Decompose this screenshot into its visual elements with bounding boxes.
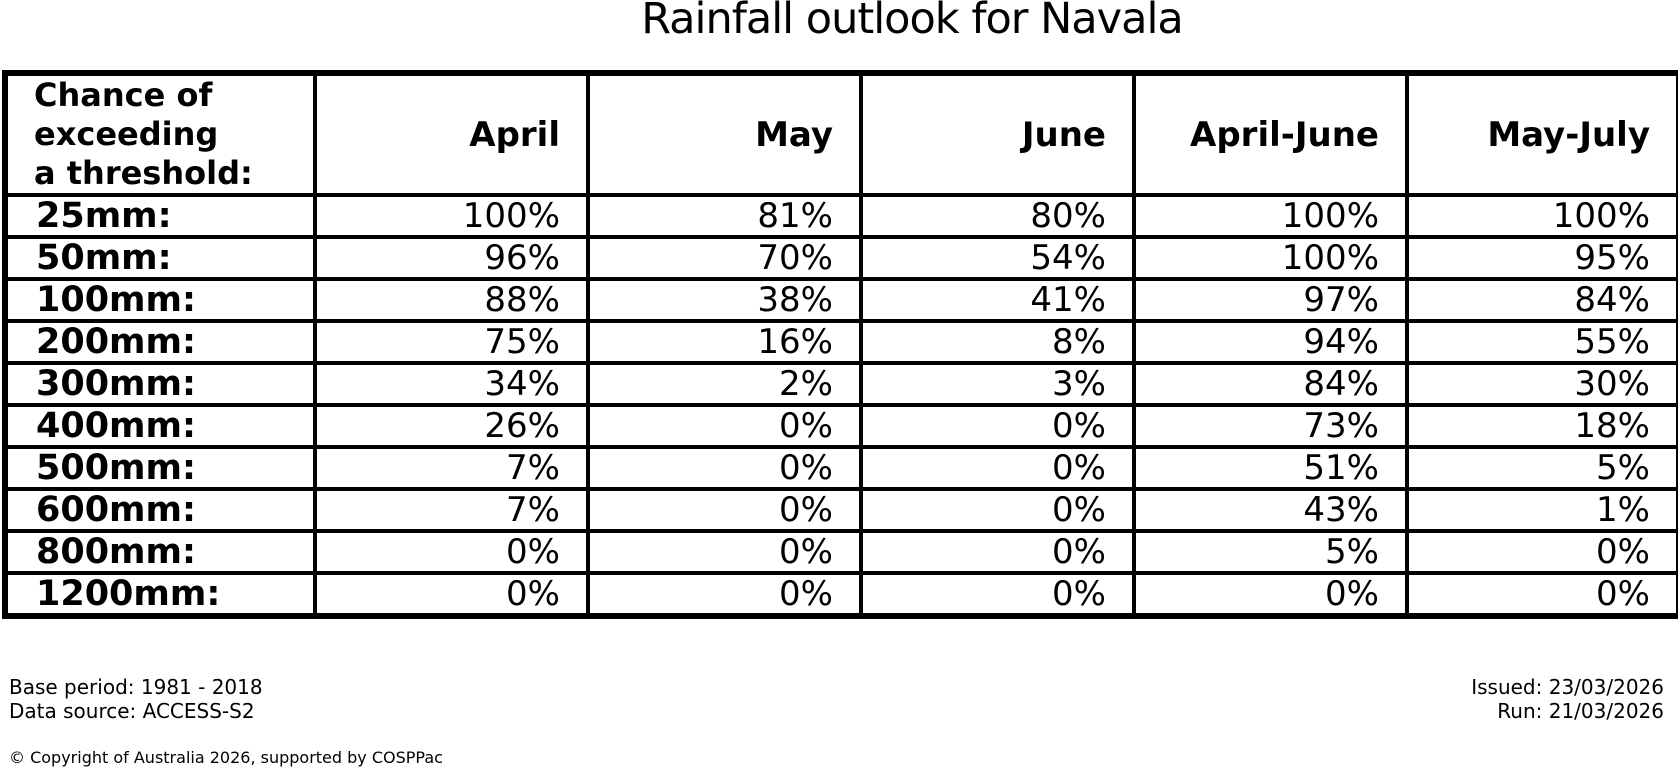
threshold-label: 300mm:	[3, 361, 317, 407]
table-row: 300mm: 34% 2% 3% 84% 30%	[3, 361, 1678, 407]
column-header-april-june: April-June	[1132, 71, 1409, 197]
probability-value: 75%	[313, 319, 590, 365]
probability-value: 81%	[586, 193, 863, 239]
probability-value: 0%	[859, 445, 1136, 491]
probability-value: 0%	[859, 571, 1136, 618]
probability-value: 16%	[586, 319, 863, 365]
footer-left: Base period: 1981 - 2018 Data source: AC…	[9, 675, 263, 723]
corner-header: Chance of exceeding a threshold:	[3, 71, 317, 197]
probability-value: 0%	[859, 487, 1136, 533]
column-header-april: April	[313, 71, 590, 197]
threshold-label: 50mm:	[3, 235, 317, 281]
probability-value: 7%	[313, 445, 590, 491]
probability-value: 100%	[1405, 193, 1678, 239]
threshold-label: 400mm:	[3, 403, 317, 449]
threshold-label: 1200mm:	[3, 571, 317, 618]
probability-value: 7%	[313, 487, 590, 533]
probability-value: 0%	[586, 529, 863, 575]
threshold-label: 200mm:	[3, 319, 317, 365]
threshold-label: 25mm:	[3, 193, 317, 239]
probability-value: 0%	[586, 571, 863, 618]
probability-value: 51%	[1132, 445, 1409, 491]
table-row: 50mm: 96% 70% 54% 100% 95%	[3, 235, 1678, 281]
probability-value: 70%	[586, 235, 863, 281]
probability-value: 80%	[859, 193, 1136, 239]
rainfall-probability-table: Chance of exceeding a threshold: April Ma…	[2, 70, 1678, 619]
probability-value: 0%	[1405, 571, 1678, 618]
probability-value: 100%	[1132, 193, 1409, 239]
probability-value: 96%	[313, 235, 590, 281]
copyright-text: © Copyright of Australia 2026, supported…	[9, 748, 443, 767]
probability-value: 54%	[859, 235, 1136, 281]
column-header-may: May	[586, 71, 863, 197]
threshold-label: 500mm:	[3, 445, 317, 491]
data-source-text: Data source: ACCESS-S2	[9, 699, 255, 723]
base-period-text: Base period: 1981 - 2018	[9, 675, 263, 699]
column-header-june: June	[859, 71, 1136, 197]
probability-value: 88%	[313, 277, 590, 323]
probability-value: 0%	[586, 403, 863, 449]
header-row: Chance of exceeding a threshold: April Ma…	[3, 71, 1678, 197]
probability-value: 95%	[1405, 235, 1678, 281]
probability-value: 38%	[586, 277, 863, 323]
probability-value: 84%	[1405, 277, 1678, 323]
probability-value: 100%	[313, 193, 590, 239]
probability-value: 0%	[313, 571, 590, 618]
table-row: 100mm: 88% 38% 41% 97% 84%	[3, 277, 1678, 323]
table-row: 400mm: 26% 0% 0% 73% 18%	[3, 403, 1678, 449]
run-date-text: Run: 21/03/2026	[1497, 699, 1664, 723]
table-row: 500mm: 7% 0% 0% 51% 5%	[3, 445, 1678, 491]
page-title: Rainfall outlook for Navala	[641, 0, 1184, 44]
probability-value: 100%	[1132, 235, 1409, 281]
probability-value: 18%	[1405, 403, 1678, 449]
probability-value: 30%	[1405, 361, 1678, 407]
probability-value: 0%	[586, 487, 863, 533]
table-body: 25mm: 100% 81% 80% 100% 100% 50mm: 96% 70% 54% 100…	[3, 193, 1678, 618]
probability-value: 0%	[859, 529, 1136, 575]
probability-value: 2%	[586, 361, 863, 407]
probability-value: 26%	[313, 403, 590, 449]
issued-date-text: Issued: 23/03/2026	[1471, 675, 1664, 699]
probability-value: 0%	[1405, 529, 1678, 575]
probability-value: 34%	[313, 361, 590, 407]
probability-value: 3%	[859, 361, 1136, 407]
probability-value: 5%	[1405, 445, 1678, 491]
table-row: 200mm: 75% 16% 8% 94% 55%	[3, 319, 1678, 365]
probability-value: 0%	[1132, 571, 1409, 618]
table-row: 25mm: 100% 81% 80% 100% 100%	[3, 193, 1678, 239]
probability-value: 97%	[1132, 277, 1409, 323]
table-row: 600mm: 7% 0% 0% 43% 1%	[3, 487, 1678, 533]
probability-value: 43%	[1132, 487, 1409, 533]
probability-value: 0%	[586, 445, 863, 491]
probability-value: 41%	[859, 277, 1136, 323]
probability-value: 55%	[1405, 319, 1678, 365]
probability-value: 84%	[1132, 361, 1409, 407]
probability-value: 1%	[1405, 487, 1678, 533]
probability-value: 8%	[859, 319, 1136, 365]
threshold-label: 600mm:	[3, 487, 317, 533]
probability-value: 73%	[1132, 403, 1409, 449]
footer-right: Issued: 23/03/2026 Run: 21/03/2026	[1471, 675, 1664, 723]
column-header-may-july: May-July	[1405, 71, 1678, 197]
threshold-label: 800mm:	[3, 529, 317, 575]
probability-value: 94%	[1132, 319, 1409, 365]
probability-value: 5%	[1132, 529, 1409, 575]
threshold-label: 100mm:	[3, 277, 317, 323]
table-row: 1200mm: 0% 0% 0% 0% 0%	[3, 571, 1678, 618]
probability-value: 0%	[313, 529, 590, 575]
table-row: 800mm: 0% 0% 0% 5% 0%	[3, 529, 1678, 575]
probability-value: 0%	[859, 403, 1136, 449]
